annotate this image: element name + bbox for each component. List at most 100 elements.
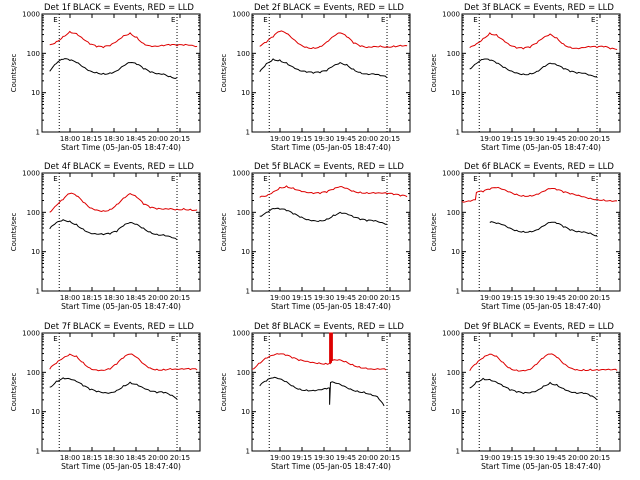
event-marker-label: E — [473, 16, 477, 24]
detector-plot-2: Det 2f BLACK = Events, RED = LLD 1 10 100 10… — [220, 3, 411, 152]
plot-frame — [41, 172, 201, 292]
event-marker-label: E — [171, 16, 175, 24]
detector-plot-3: Det 3f BLACK = Events, RED = LLD 1 10 100 10… — [430, 3, 621, 152]
y-tick-label: 100 — [27, 50, 40, 58]
event-marker-label: E — [591, 175, 595, 183]
plot-title: Det 9f BLACK = Events, RED = LLD — [464, 322, 614, 332]
y-tick-label: 10 — [241, 248, 250, 256]
event-marker-label: E — [263, 335, 267, 343]
plot-frame — [251, 172, 411, 292]
event-marker-label: E — [591, 16, 595, 24]
y-tick-label: 100 — [447, 209, 460, 217]
y-axis-label: Counts/sec — [10, 373, 18, 412]
x-tick-label: 18:30 — [104, 135, 124, 143]
y-tick-label: 100 — [447, 50, 460, 58]
y-tick-label: 10 — [241, 408, 250, 416]
x-tick-label: 20:15 — [590, 294, 610, 302]
x-tick-label: 19:30 — [524, 135, 544, 143]
x-tick-label: 19:45 — [546, 454, 566, 462]
y-tick-label: 10 — [31, 89, 40, 97]
y-tick-label: 1 — [36, 448, 40, 456]
x-tick-label: 19:15 — [292, 135, 312, 143]
x-tick-label: 18:45 — [126, 135, 146, 143]
plot-title: Det 7f BLACK = Events, RED = LLD — [44, 322, 194, 332]
series-line-lld — [469, 353, 618, 372]
x-tick-label: 20:15 — [170, 135, 190, 143]
plot-frame — [461, 332, 621, 452]
detector-plot-7: Det 7f BLACK = Events, RED = LLD 1 10 100 10… — [10, 322, 201, 471]
x-tick-label: 20:00 — [568, 294, 588, 302]
x-tick-label: 20:15 — [590, 454, 610, 462]
event-marker-label: E — [381, 335, 385, 343]
event-marker-label: E — [171, 335, 175, 343]
x-tick-label: 19:45 — [336, 135, 356, 143]
series-line-lld — [49, 192, 198, 213]
event-marker-label: E — [473, 335, 477, 343]
series-line-events — [259, 376, 385, 407]
plot-title: Det 3f BLACK = Events, RED = LLD — [464, 3, 614, 13]
y-tick-label: 1 — [456, 448, 460, 456]
x-tick-label: 20:15 — [590, 135, 610, 143]
x-tick-label: 19:00 — [480, 135, 500, 143]
y-tick-label: 100 — [237, 369, 250, 377]
x-axis-label: Start Time (05-Jan-05 18:47:40) — [271, 302, 391, 311]
x-tick-label: 19:45 — [336, 454, 356, 462]
y-tick-label: 1 — [36, 288, 40, 296]
y-axis-label: Counts/sec — [220, 54, 228, 93]
y-tick-label: 100 — [237, 50, 250, 58]
event-marker-label: E — [53, 335, 57, 343]
plot-frame — [41, 13, 201, 133]
x-tick-label: 18:15 — [82, 294, 102, 302]
series-line-events — [49, 377, 178, 400]
y-tick-label: 1 — [246, 129, 250, 137]
y-axis-label: Counts/sec — [220, 213, 228, 252]
x-tick-label: 19:15 — [292, 454, 312, 462]
x-axis-label: Start Time (05-Jan-05 18:47:40) — [481, 143, 601, 152]
y-tick-label: 1 — [246, 288, 250, 296]
y-tick-label: 10 — [31, 248, 40, 256]
y-tick-label: 100 — [237, 209, 250, 217]
series-line-events — [469, 377, 598, 401]
plot-frame — [41, 332, 201, 452]
plot-frame — [461, 172, 621, 292]
plot-title: Det 4f BLACK = Events, RED = LLD — [44, 162, 194, 172]
y-tick-label: 10 — [451, 408, 460, 416]
x-tick-label: 20:00 — [358, 135, 378, 143]
series-line-lld — [49, 30, 198, 49]
y-tick-label: 100 — [27, 209, 40, 217]
event-marker-label: E — [473, 175, 477, 183]
y-tick-label: 1 — [456, 288, 460, 296]
series-line-lld — [259, 185, 408, 198]
series-line-lld — [469, 32, 618, 50]
x-tick-label: 20:00 — [568, 135, 588, 143]
y-axis-label: Counts/sec — [10, 54, 18, 93]
y-tick-label: 10 — [451, 248, 460, 256]
x-tick-label: 20:00 — [148, 294, 168, 302]
series-line-lld — [49, 353, 198, 372]
x-tick-label: 19:15 — [292, 294, 312, 302]
y-tick-label: 10 — [241, 89, 250, 97]
y-tick-label: 1000 — [442, 170, 460, 178]
series-line-lld — [259, 30, 408, 50]
x-tick-label: 20:15 — [380, 294, 400, 302]
x-tick-label: 19:30 — [314, 135, 334, 143]
x-tick-label: 18:30 — [104, 294, 124, 302]
x-tick-label: 20:15 — [170, 294, 190, 302]
y-axis-label: Counts/sec — [430, 54, 438, 93]
x-tick-label: 20:15 — [380, 135, 400, 143]
x-axis-label: Start Time (05-Jan-05 18:47:40) — [481, 302, 601, 311]
event-marker-label: E — [381, 175, 385, 183]
plot-frame — [251, 13, 411, 133]
x-tick-label: 18:00 — [60, 135, 80, 143]
x-tick-label: 19:00 — [270, 294, 290, 302]
y-tick-label: 100 — [447, 369, 460, 377]
x-tick-label: 18:45 — [126, 294, 146, 302]
x-tick-label: 20:00 — [358, 454, 378, 462]
event-marker-label: E — [263, 175, 267, 183]
series-line-lld — [461, 186, 618, 203]
plot-title: Det 6f BLACK = Events, RED = LLD — [464, 162, 614, 172]
detector-plot-6: Det 6f BLACK = Events, RED = LLD 1 10 100 10… — [430, 162, 621, 311]
y-tick-label: 1000 — [232, 11, 250, 19]
detector-plot-5: Det 5f BLACK = Events, RED = LLD 1 10 100 10… — [220, 162, 411, 311]
y-tick-label: 1000 — [232, 330, 250, 338]
